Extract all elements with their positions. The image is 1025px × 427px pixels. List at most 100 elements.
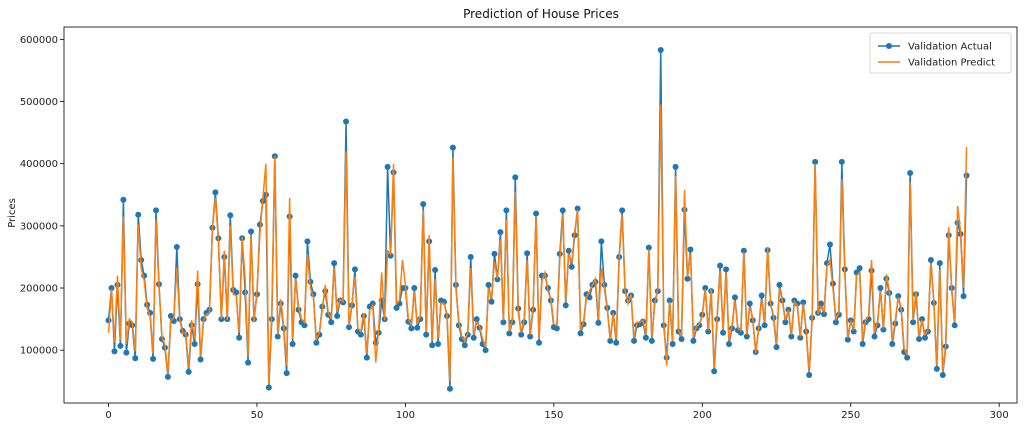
data-point — [690, 337, 697, 344]
data-point — [702, 285, 709, 292]
data-point — [859, 340, 866, 347]
data-point — [844, 336, 851, 343]
data-point — [933, 365, 940, 372]
data-point — [503, 207, 510, 214]
data-point — [773, 344, 780, 351]
data-point — [408, 325, 415, 332]
data-point — [740, 247, 747, 254]
data-point — [726, 340, 733, 347]
data-point — [533, 210, 540, 217]
x-tick-label: 200 — [693, 410, 712, 421]
data-point — [631, 337, 638, 344]
data-point — [491, 250, 498, 257]
data-point — [910, 319, 917, 326]
data-point — [435, 340, 442, 347]
data-point — [717, 262, 724, 269]
data-point — [334, 312, 341, 319]
data-point — [669, 340, 676, 347]
x-tick-label: 0 — [105, 410, 111, 421]
data-point — [645, 244, 652, 251]
plot-frame — [63, 26, 1018, 404]
data-point — [684, 275, 691, 282]
data-point — [304, 238, 311, 245]
data-point — [111, 348, 118, 355]
data-point — [497, 229, 504, 236]
y-tick-label: 200000 — [20, 284, 58, 295]
data-point — [818, 300, 825, 307]
data-point — [108, 285, 115, 292]
data-point — [794, 300, 801, 307]
chart-title: Prediction of House Prices — [463, 7, 619, 21]
data-point — [607, 337, 614, 344]
data-point — [191, 340, 198, 347]
data-point — [577, 330, 584, 337]
data-point — [236, 334, 243, 341]
data-point — [562, 302, 569, 309]
data-point — [559, 207, 566, 214]
data-point — [821, 311, 828, 318]
data-point — [648, 337, 655, 344]
data-point — [895, 293, 902, 300]
data-point — [939, 372, 946, 379]
data-point — [642, 334, 649, 341]
data-point — [167, 312, 174, 319]
data-point — [731, 294, 738, 301]
data-point — [173, 244, 180, 251]
data-point — [461, 342, 468, 349]
data-point — [301, 322, 308, 329]
data-point — [927, 257, 934, 264]
data-point — [393, 304, 400, 311]
data-point — [331, 260, 338, 267]
data-point — [568, 263, 575, 270]
data-point — [672, 163, 679, 170]
data-point — [212, 189, 219, 196]
data-point — [598, 238, 605, 245]
data-point — [197, 356, 204, 363]
data-point — [936, 260, 943, 267]
data-point — [357, 331, 364, 338]
data-point — [313, 339, 320, 346]
data-point — [387, 252, 394, 259]
data-point — [292, 272, 299, 279]
data-point — [907, 170, 914, 177]
data-point — [265, 384, 272, 391]
data-point — [871, 333, 878, 340]
data-point — [574, 205, 581, 212]
data-point — [485, 281, 492, 288]
plot-area: 0 50 100 150 200 250 300 100000 200000 300000 4000… — [20, 26, 1018, 421]
data-point — [414, 324, 421, 331]
x-tick-label: 50 — [251, 410, 264, 421]
data-point — [746, 300, 753, 307]
data-point — [449, 144, 456, 151]
data-point — [120, 196, 127, 203]
series-line-validation-predict — [107, 104, 968, 385]
x-tick-label: 100 — [396, 410, 415, 421]
data-point — [916, 335, 923, 342]
y-axis-label: Prices — [7, 198, 18, 228]
data-point — [880, 326, 887, 333]
legend: Validation Actual Validation Predict — [869, 32, 1012, 74]
data-point — [889, 340, 896, 347]
data-point — [524, 250, 531, 257]
legend-swatch-marker — [886, 43, 892, 49]
data-point — [328, 319, 335, 326]
data-point — [960, 293, 967, 300]
data-point — [500, 319, 507, 326]
data-point — [488, 298, 495, 305]
data-point — [123, 349, 130, 356]
data-point — [613, 339, 620, 346]
data-point — [657, 47, 664, 53]
data-point — [411, 285, 418, 292]
data-point — [705, 328, 712, 335]
data-point — [776, 281, 783, 288]
y-tick-label: 100000 — [20, 346, 58, 357]
legend-box — [869, 32, 1012, 74]
data-point — [678, 335, 685, 342]
data-point — [666, 297, 673, 304]
data-point — [446, 385, 453, 392]
data-point — [687, 246, 694, 253]
data-point — [800, 299, 807, 306]
data-point — [812, 158, 819, 165]
data-point — [527, 333, 534, 340]
